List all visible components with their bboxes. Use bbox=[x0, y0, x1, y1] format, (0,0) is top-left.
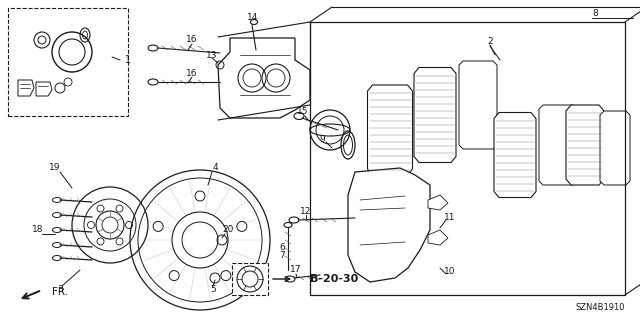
Polygon shape bbox=[600, 111, 630, 185]
Polygon shape bbox=[459, 61, 497, 149]
Text: 13: 13 bbox=[206, 50, 218, 60]
Polygon shape bbox=[494, 113, 536, 197]
Polygon shape bbox=[367, 85, 413, 175]
Text: 5: 5 bbox=[210, 286, 216, 294]
Text: 1: 1 bbox=[125, 55, 131, 65]
Text: 17: 17 bbox=[291, 265, 301, 275]
Text: 7: 7 bbox=[279, 251, 285, 261]
Bar bbox=[232, 263, 268, 295]
Text: 20: 20 bbox=[222, 226, 234, 234]
Text: 12: 12 bbox=[300, 207, 312, 217]
Text: 4: 4 bbox=[212, 164, 218, 173]
Text: FR.: FR. bbox=[52, 287, 68, 297]
Text: 8: 8 bbox=[592, 10, 598, 19]
Polygon shape bbox=[539, 105, 577, 185]
Text: SZN4B1910: SZN4B1910 bbox=[575, 303, 625, 313]
Text: 16: 16 bbox=[186, 69, 198, 78]
Text: 15: 15 bbox=[297, 108, 308, 116]
Text: 11: 11 bbox=[444, 213, 456, 222]
Polygon shape bbox=[428, 230, 448, 245]
Text: 2: 2 bbox=[487, 38, 493, 47]
Text: B-20-30: B-20-30 bbox=[310, 274, 358, 284]
Text: 3: 3 bbox=[57, 286, 63, 294]
Bar bbox=[8, 8, 128, 116]
Polygon shape bbox=[36, 82, 52, 96]
Text: 6: 6 bbox=[279, 243, 285, 253]
Polygon shape bbox=[348, 168, 430, 282]
Text: 16: 16 bbox=[186, 35, 198, 44]
Text: 18: 18 bbox=[32, 226, 44, 234]
Polygon shape bbox=[414, 68, 456, 162]
Text: 19: 19 bbox=[49, 164, 61, 173]
Polygon shape bbox=[218, 38, 310, 118]
Text: 10: 10 bbox=[444, 268, 456, 277]
Polygon shape bbox=[428, 195, 448, 210]
Polygon shape bbox=[566, 105, 604, 185]
Text: 14: 14 bbox=[247, 13, 259, 23]
Polygon shape bbox=[18, 80, 34, 96]
Text: 9: 9 bbox=[319, 136, 325, 145]
